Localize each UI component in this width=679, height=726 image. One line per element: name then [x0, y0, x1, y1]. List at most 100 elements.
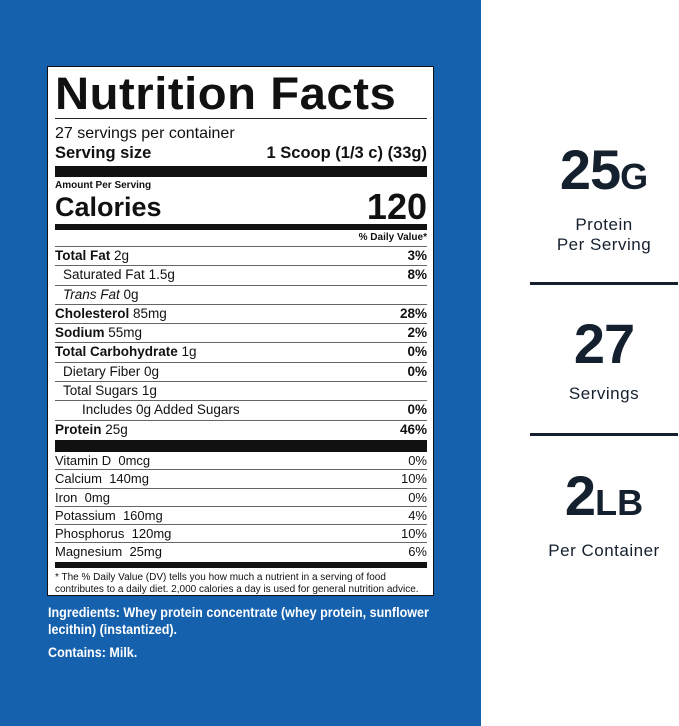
vitamin-label: Iron — [55, 489, 78, 505]
nutrient-label: Sodium — [55, 325, 105, 341]
stat-number: 25 — [559, 138, 621, 201]
vitamin-name: Magnesium 25mg — [55, 543, 162, 560]
vitamin-amount: 0mg — [84, 489, 110, 505]
vitamin-label: Magnesium — [55, 544, 123, 560]
nutrient-amount: 1g — [141, 383, 157, 399]
stat-number: 27 — [573, 312, 635, 375]
calories-value: 120 — [366, 186, 427, 227]
vitamin-dv: 10% — [400, 471, 427, 487]
vitamin-label: Potassium — [55, 507, 116, 523]
stat-unit: G — [620, 156, 649, 197]
nutrient-row: Saturated Fat 1.5g 8% — [55, 265, 427, 284]
vitamin-dv: 6% — [408, 544, 427, 560]
nutrient-row: Sodium 55mg 2% — [55, 323, 427, 342]
nutrient-name: Sodium 55mg — [55, 324, 142, 342]
nutrient-label: Saturated Fat — [63, 267, 145, 283]
vitamin-row: Iron 0mg 0% — [55, 487, 427, 506]
vitamin-name: Iron 0mg — [55, 489, 110, 506]
thick-divider — [55, 166, 427, 177]
nutrient-name: Total Carbohydrate 1g — [55, 343, 197, 361]
vitamin-name: Phosphorus 120mg — [55, 525, 171, 542]
nutrition-facts-label: Nutrition Facts 27 servings per containe… — [47, 66, 434, 596]
nutrient-name: Trans Fat 0g — [55, 286, 139, 304]
daily-value-header: % Daily Value* — [358, 232, 427, 243]
stat-protein: 25G Protein Per Serving — [529, 140, 679, 255]
nutrient-row: Protein 25g 46% — [55, 419, 427, 439]
divider — [55, 118, 427, 119]
nutrient-amount: 85mg — [133, 305, 167, 321]
stat-unit: LB — [595, 482, 644, 523]
nutrient-label: Trans Fat — [63, 286, 120, 302]
calories-label: Calories — [55, 192, 162, 222]
nutrient-label: Protein — [55, 421, 102, 437]
vitamin-dv: 4% — [408, 507, 427, 523]
vitamin-name: Vitamin D 0mcg — [55, 452, 150, 469]
vitamin-amount: 120mg — [131, 526, 172, 542]
nutrient-row: Trans Fat 0g — [55, 284, 427, 304]
nutrient-label: Total Carbohydrate — [55, 344, 178, 360]
medium-divider — [55, 224, 427, 230]
stat-caption: Per Container — [548, 541, 660, 560]
nutrient-name: Total Fat 2g — [55, 247, 129, 265]
nutrient-label: Cholesterol — [55, 305, 130, 321]
nutrient-dv: 8% — [407, 267, 427, 283]
vitamin-row: Phosphorus 120mg 10% — [55, 524, 427, 542]
nutrient-amount: 1g — [181, 344, 197, 360]
nutrient-row: Dietary Fiber 0g 0% — [55, 361, 427, 381]
nutrient-row: Total Sugars 1g — [55, 381, 427, 400]
nutrient-dv: 0% — [407, 402, 427, 418]
vitamin-row: Calcium 140mg 10% — [55, 469, 427, 487]
stat-number: 2 — [564, 464, 596, 527]
vitamin-amount: 140mg — [109, 471, 149, 487]
vitamin-dv: 10% — [400, 526, 427, 542]
vitamin-amount: 25mg — [129, 544, 162, 560]
nutrient-label: Dietary Fiber — [63, 363, 141, 379]
nutrient-name: Total Sugars 1g — [55, 382, 157, 400]
nutrient-dv: 2% — [407, 325, 427, 341]
nutrient-name: Dietary Fiber 0g — [55, 363, 159, 381]
nutrient-dv: 46% — [399, 421, 427, 437]
vitamin-name: Calcium 140mg — [55, 470, 149, 487]
nutrient-row: Includes 0g Added Sugars 0% — [55, 400, 427, 419]
nutrient-label: Total Fat — [55, 248, 111, 263]
vitamin-name: Potassium 160mg — [55, 507, 163, 524]
servings-per-container: 27 servings per container — [55, 125, 235, 142]
ingredients: Ingredients: Whey protein concentrate (w… — [48, 605, 429, 637]
serving-size-label: Serving size — [55, 144, 152, 162]
nutrient-amount: 55mg — [108, 325, 143, 341]
amount-per-serving: Amount Per Serving — [55, 180, 152, 191]
vitamin-dv: 0% — [408, 489, 427, 505]
nutrient-row: Total Carbohydrate 1g 0% — [55, 342, 427, 361]
medium-divider — [55, 561, 427, 568]
nutrient-row: Cholesterol 85mg 28% — [55, 303, 427, 323]
nutrient-row: Total Fat 2g 3% — [55, 246, 427, 265]
stat-caption: Protein — [575, 215, 633, 234]
nutrient-name: Cholesterol 85mg — [55, 305, 167, 323]
stat-divider — [530, 433, 678, 436]
nutrient-amount: 0g — [123, 286, 139, 302]
footnote: * The % Daily Value (DV) tells you how m… — [55, 571, 419, 595]
serving-size: Serving size 1 Scoop (1/3 c) (33g) — [55, 143, 427, 163]
nutrient-dv: 3% — [407, 248, 427, 263]
nutrient-name: Saturated Fat 1.5g — [55, 266, 175, 284]
vitamin-label: Calcium — [55, 471, 102, 487]
stat-caption: Per Serving — [556, 235, 652, 254]
vitamin-list: Vitamin D 0mcg 0% Calcium 140mg 10% Iron 0mg… — [55, 452, 427, 561]
nutrient-list: Total Fat 2g 3% Saturated Fat 1.5g 8% Trans … — [55, 246, 427, 439]
label-title: Nutrition Facts — [55, 68, 397, 119]
vitamin-row: Vitamin D 0mcg 0% — [55, 452, 427, 469]
vitamin-row: Potassium 160mg 4% — [55, 505, 427, 524]
nutrient-dv: 0% — [407, 344, 427, 360]
serving-size-value: 1 Scoop (1/3 c) (33g) — [266, 144, 427, 162]
nutrient-dv: 0% — [407, 363, 427, 379]
nutrient-label: Total Sugars — [63, 383, 139, 399]
vitamin-dv: 0% — [408, 452, 427, 468]
allergen-contains: Contains: Milk. — [48, 645, 138, 660]
nutrient-amount: 2g — [114, 248, 130, 263]
nutrient-name: Includes 0g Added Sugars — [55, 401, 240, 419]
vitamin-amount: 0mcg — [118, 452, 151, 468]
nutrient-label: Includes 0g Added Sugars — [82, 402, 240, 418]
stat-servings: 27 Servings — [529, 314, 679, 404]
stat-container: 2LB Per Container — [529, 466, 679, 561]
stat-divider — [530, 282, 678, 285]
